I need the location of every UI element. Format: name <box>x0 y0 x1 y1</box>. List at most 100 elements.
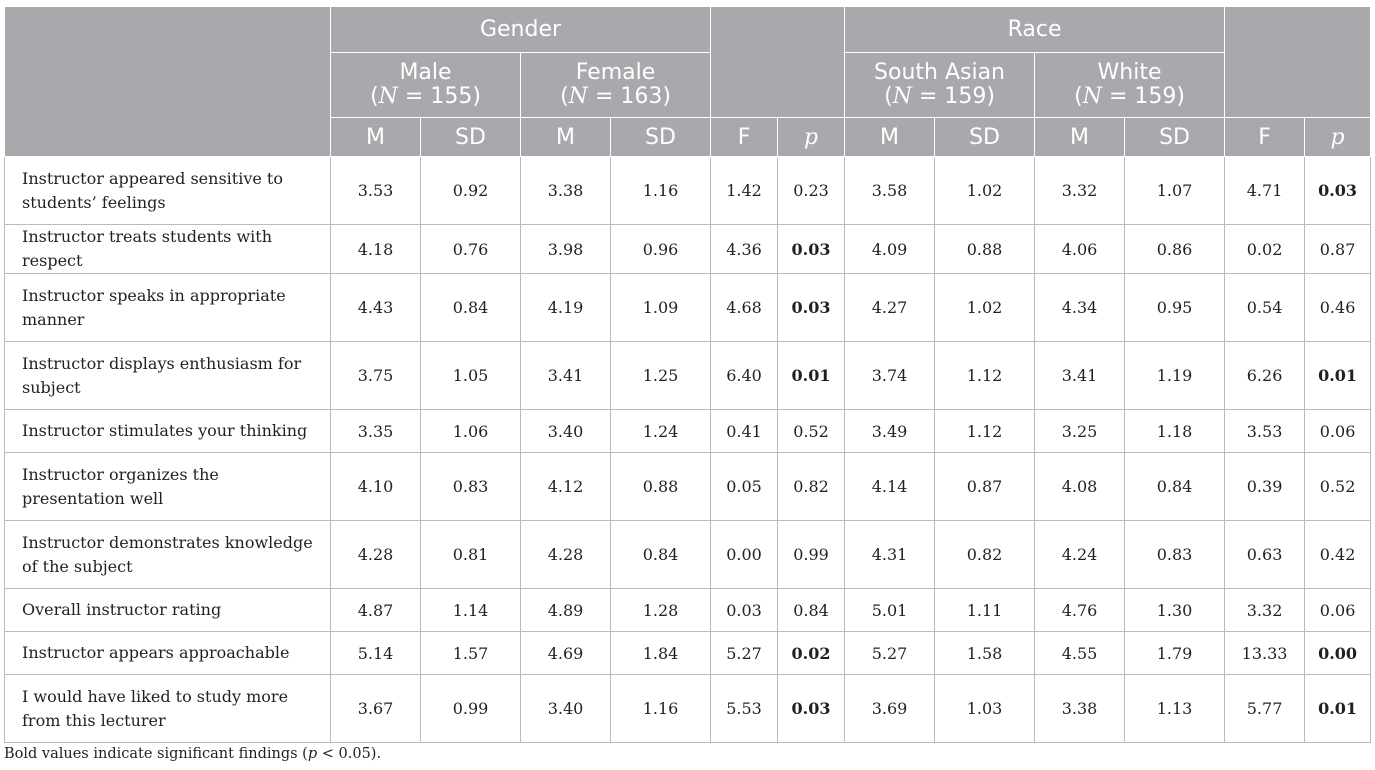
value-cell: 1.30 <box>1124 588 1226 632</box>
value-cell: 0.82 <box>777 452 846 521</box>
row-label: Instructor displays enthusiasm for subje… <box>4 341 331 410</box>
value-cell: 3.53 <box>330 156 421 225</box>
table-body: Instructor appeared sensitive to student… <box>4 156 1372 743</box>
value-cell: 3.32 <box>1034 156 1126 225</box>
value-cell: 1.16 <box>609 674 712 743</box>
value-cell: 1.57 <box>420 631 521 675</box>
value-cell: 3.35 <box>330 409 421 453</box>
row-label: I would have liked to study more from th… <box>4 674 331 743</box>
value-cell: 3.41 <box>1034 341 1126 410</box>
row-label: Instructor demonstrates knowledge of the… <box>4 520 331 589</box>
value-cell: 6.40 <box>710 341 779 410</box>
col-header-white-sd: SD <box>1124 117 1226 157</box>
value-cell: 3.75 <box>330 341 421 410</box>
value-cell: 1.11 <box>934 588 1036 632</box>
value-cell: 1.42 <box>710 156 779 225</box>
value-cell: 4.09 <box>844 224 936 274</box>
value-cell: 0.84 <box>420 273 521 342</box>
value-cell: 1.02 <box>934 156 1036 225</box>
group-name: White <box>1097 60 1162 85</box>
group-name: Female <box>575 60 656 85</box>
value-cell: 4.34 <box>1034 273 1126 342</box>
row-label: Instructor organizes the presentation we… <box>4 452 331 521</box>
value-cell: 3.25 <box>1034 409 1126 453</box>
value-cell: 0.03 <box>1304 156 1372 225</box>
table-row: Instructor organizes the presentation we… <box>4 452 1372 521</box>
gender-header: Gender <box>329 6 712 53</box>
value-cell: 5.27 <box>710 631 779 675</box>
table-row: Instructor treats students with respect 4… <box>4 224 1372 274</box>
group-header-south-asian: South Asian (N = 159) <box>844 52 1036 118</box>
value-cell: 0.82 <box>934 520 1036 589</box>
race-header: Race <box>844 6 1226 53</box>
col-header-white-m: M <box>1034 117 1126 157</box>
value-cell: 4.89 <box>520 588 611 632</box>
value-cell: 4.43 <box>330 273 421 342</box>
value-cell: 1.19 <box>1124 341 1226 410</box>
race-test-header-cell <box>1224 6 1372 118</box>
value-cell: 1.13 <box>1124 674 1226 743</box>
value-cell: 0.99 <box>420 674 521 743</box>
value-cell: 0.41 <box>710 409 779 453</box>
value-cell: 5.14 <box>330 631 421 675</box>
label-header-cell <box>4 6 331 157</box>
value-cell: 1.79 <box>1124 631 1226 675</box>
value-cell: 4.14 <box>844 452 936 521</box>
gender-test-header-cell <box>710 6 846 118</box>
value-cell: 0.81 <box>420 520 521 589</box>
value-cell: 3.41 <box>520 341 611 410</box>
value-cell: 0.01 <box>1304 674 1372 743</box>
value-cell: 0.52 <box>777 409 846 453</box>
value-cell: 0.03 <box>777 273 846 342</box>
value-cell: 3.40 <box>520 409 611 453</box>
row-label: Overall instructor rating <box>4 588 331 632</box>
value-cell: 6.26 <box>1224 341 1306 410</box>
value-cell: 4.10 <box>330 452 421 521</box>
value-cell: 0.88 <box>934 224 1036 274</box>
value-cell: 3.69 <box>844 674 936 743</box>
col-header-female-sd: SD <box>609 117 712 157</box>
col-header-race-p: p <box>1304 117 1372 157</box>
value-cell: 1.18 <box>1124 409 1226 453</box>
col-header-south-asian-m: M <box>844 117 936 157</box>
value-cell: 4.87 <box>330 588 421 632</box>
table-row: Instructor demonstrates knowledge of the… <box>4 520 1372 589</box>
value-cell: 3.40 <box>520 674 611 743</box>
table-row: Instructor displays enthusiasm for subje… <box>4 341 1372 410</box>
table-container: Gender Race Male (N = 155) Female (N = 1… <box>4 6 1372 743</box>
value-cell: 4.28 <box>330 520 421 589</box>
value-cell: 0.83 <box>420 452 521 521</box>
value-cell: 0.96 <box>609 224 712 274</box>
value-cell: 0.39 <box>1224 452 1306 521</box>
value-cell: 0.05 <box>710 452 779 521</box>
value-cell: 0.02 <box>1224 224 1306 274</box>
value-cell: 4.69 <box>520 631 611 675</box>
value-cell: 0.03 <box>777 674 846 743</box>
value-cell: 0.83 <box>1124 520 1226 589</box>
group-name: Male <box>399 60 452 85</box>
col-header-male-m: M <box>330 117 421 157</box>
value-cell: 0.84 <box>777 588 846 632</box>
value-cell: 3.74 <box>844 341 936 410</box>
value-cell: 4.71 <box>1224 156 1306 225</box>
col-header-gender-f: F <box>710 117 779 157</box>
value-cell: 3.32 <box>1224 588 1306 632</box>
value-cell: 0.76 <box>420 224 521 274</box>
value-cell: 4.31 <box>844 520 936 589</box>
value-cell: 1.05 <box>420 341 521 410</box>
value-cell: 4.12 <box>520 452 611 521</box>
value-cell: 0.95 <box>1124 273 1226 342</box>
table-row: Instructor appeared sensitive to student… <box>4 156 1372 225</box>
col-header-race-f: F <box>1224 117 1306 157</box>
group-n: (N = 159) <box>1074 84 1185 109</box>
table-row: Instructor appears approachable 5.14 1.57 4… <box>4 631 1372 675</box>
value-cell: 0.06 <box>1304 588 1372 632</box>
value-cell: 0.87 <box>934 452 1036 521</box>
value-cell: 0.06 <box>1304 409 1372 453</box>
value-cell: 3.53 <box>1224 409 1306 453</box>
value-cell: 4.27 <box>844 273 936 342</box>
value-cell: 3.49 <box>844 409 936 453</box>
group-n: (N = 159) <box>884 84 995 109</box>
value-cell: 0.03 <box>710 588 779 632</box>
value-cell: 1.09 <box>609 273 712 342</box>
